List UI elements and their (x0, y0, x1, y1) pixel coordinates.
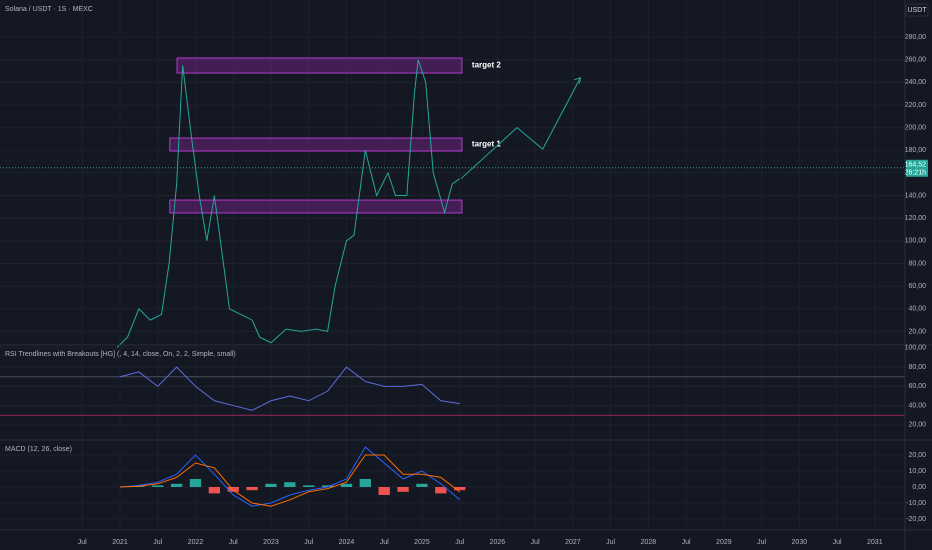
y-tick-label: 240,00 (905, 79, 927, 86)
x-tick-label: 2026 (490, 539, 506, 546)
zone (169, 137, 463, 152)
last-price-box (906, 159, 928, 177)
histogram-bar (227, 486, 239, 492)
x-tick-label: 2029 (716, 539, 732, 546)
histogram-bar (170, 483, 183, 487)
x-tick-label: Jul (531, 539, 540, 546)
histogram-bar (340, 483, 353, 487)
x-tick-label: Jul (757, 539, 766, 546)
y-tick-label: 200,00 (905, 124, 927, 131)
series-line (119, 446, 460, 507)
unit-label: USDT (907, 7, 927, 14)
y-tick-label: 40,00 (908, 306, 926, 313)
histogram-bar (321, 485, 334, 487)
y-tick-label: 260,00 (905, 57, 927, 64)
y-tick-label: 60,00 (908, 383, 926, 390)
histogram-bar (152, 485, 164, 487)
y-tick-label: 20,00 (908, 422, 926, 429)
y-tick-label: 10,00 (908, 468, 926, 475)
x-tick-label: 2023 (263, 539, 279, 546)
unit-box (905, 3, 929, 17)
x-tick-label: 2031 (867, 539, 883, 546)
panel-title: RSI Trendlines with Breakouts [HG] (, 4,… (5, 351, 236, 358)
histogram-bar (397, 486, 409, 492)
x-tick-label: Jul (455, 539, 464, 546)
zone-label: target 2 (472, 61, 501, 70)
x-tick-label: Jul (606, 539, 615, 546)
x-tick-label: Jul (682, 539, 691, 546)
y-tick-label: 220,00 (905, 102, 927, 109)
y-tick-label: -20,00 (906, 516, 926, 523)
histogram-bar (189, 479, 202, 487)
countdown-label: 26:21h (905, 170, 927, 177)
y-tick-label: 140,00 (905, 192, 927, 199)
y-tick-label: 20,00 (908, 328, 926, 335)
y-tick-label: 80,00 (908, 364, 926, 371)
histogram-bar (435, 486, 447, 494)
y-tick-label: -10,00 (906, 500, 926, 507)
y-tick-label: 120,00 (905, 215, 927, 222)
histogram-bar (265, 483, 277, 487)
y-tick-label: 20,00 (908, 452, 926, 459)
x-tick-label: 2021 (112, 539, 128, 546)
projection-arrow (460, 77, 581, 179)
y-tick-label: 40,00 (908, 402, 926, 409)
series-line (115, 59, 460, 349)
y-tick-label: 180,00 (905, 147, 927, 154)
x-tick-label: Jul (833, 539, 842, 546)
y-tick-label: 0,00 (912, 484, 926, 491)
histogram-bar (303, 485, 315, 487)
y-tick-label: 80,00 (908, 260, 926, 267)
x-tick-label: Jul (78, 539, 87, 546)
y-tick-label: 100,00 (905, 345, 927, 352)
x-tick-label: 2022 (188, 539, 204, 546)
series-line (119, 366, 460, 411)
x-tick-label: Jul (380, 539, 389, 546)
histogram-bar (378, 486, 390, 495)
x-tick-label: 2025 (414, 539, 430, 546)
x-tick-label: Jul (229, 539, 238, 546)
panel-title: Solana / USDT · 1S · MEXC (5, 6, 93, 13)
x-tick-label: Jul (153, 539, 162, 546)
histogram-bar (359, 479, 371, 487)
histogram-bar (416, 483, 428, 487)
zone-label: target 1 (472, 140, 501, 149)
histogram-bar (284, 482, 296, 487)
y-tick-label: 60,00 (908, 283, 926, 290)
panel-title: MACD (12, 26, close) (5, 446, 72, 453)
x-tick-label: 2028 (641, 539, 657, 546)
zone (176, 57, 463, 74)
zone (169, 199, 463, 214)
histogram-bar (454, 486, 466, 491)
x-tick-label: 2030 (792, 539, 808, 546)
x-tick-label: 2027 (565, 539, 581, 546)
last-price-label: 164,52 (905, 162, 927, 169)
histogram-bar (208, 486, 221, 494)
x-tick-label: 2024 (339, 539, 355, 546)
y-tick-label: 280,00 (905, 34, 927, 41)
y-tick-label: 100,00 (905, 238, 927, 245)
series-line (119, 454, 460, 507)
x-tick-label: Jul (304, 539, 313, 546)
arrow-head (574, 77, 582, 84)
histogram-bar (246, 486, 258, 491)
